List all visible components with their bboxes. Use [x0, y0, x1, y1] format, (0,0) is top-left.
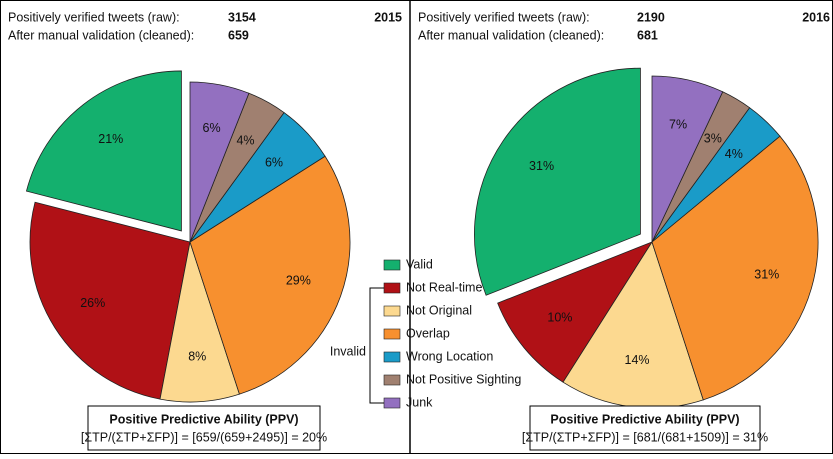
pie-slice — [25, 70, 182, 232]
legend-label: Not Real-time — [406, 280, 482, 294]
legend-label: Overlap — [406, 326, 450, 340]
legend-bracket — [369, 287, 384, 404]
legend-swatch — [383, 305, 401, 317]
ppv-box — [529, 405, 761, 451]
clean-value: 681 — [637, 28, 658, 42]
pie-slice — [497, 241, 653, 383]
value-label: 7% — [669, 118, 687, 132]
raw-label: Positively verified tweets (raw): — [8, 10, 180, 24]
raw-label: Positively verified tweets (raw): — [418, 10, 590, 24]
legend-label: Not Original — [406, 303, 472, 317]
raw-value: 2190 — [637, 10, 665, 24]
value-label: 10% — [547, 310, 572, 324]
legend-swatch — [383, 397, 401, 409]
legend-label: Not Positive Sighting — [406, 372, 521, 386]
legend-swatch — [383, 259, 401, 271]
pie-slice — [474, 67, 641, 296]
clean-label: After manual validation (cleaned): — [418, 28, 604, 42]
legend-swatch — [383, 328, 401, 340]
clean-label: After manual validation (cleaned): — [8, 28, 194, 42]
value-label: 31% — [529, 159, 554, 173]
legend-label: Valid — [406, 257, 433, 271]
value-label: 4% — [236, 133, 254, 147]
ppv-formula: [ΣTP/(ΣTP+ΣFP)] = [659/(659+2495)] = 20% — [81, 430, 327, 444]
value-label: 29% — [286, 273, 311, 287]
value-label: 31% — [754, 268, 779, 282]
value-label: 14% — [625, 353, 650, 367]
value-label: 4% — [725, 147, 743, 161]
value-label: 6% — [203, 121, 221, 135]
legend-swatch — [383, 374, 401, 386]
legend-swatch — [383, 351, 401, 363]
pie-slice — [189, 155, 351, 395]
value-label: 21% — [98, 132, 123, 146]
raw-value: 3154 — [228, 10, 256, 24]
year: 2015 — [374, 10, 402, 24]
legend-label: Junk — [406, 395, 433, 409]
pie-slice — [189, 81, 250, 243]
value-label: 3% — [704, 131, 722, 145]
ppv-title: Positive Predictive Ability (PPV) — [550, 412, 739, 426]
ppv-title: Positive Predictive Ability (PPV) — [109, 412, 298, 426]
legend-group-label: Invalid — [330, 344, 366, 358]
value-label: 6% — [265, 155, 283, 169]
year: 2016 — [802, 10, 830, 24]
clean-value: 659 — [228, 28, 249, 42]
ppv-formula: [ΣTP/(ΣTP+ΣFP)] = [681/(681+1509)] = 31% — [522, 430, 768, 444]
legend-label: Wrong Location — [406, 349, 493, 363]
legend-swatch — [383, 282, 401, 294]
ppv-box — [87, 405, 321, 451]
value-label: 26% — [80, 296, 105, 310]
pie-slice — [651, 135, 819, 401]
value-label: 8% — [188, 349, 206, 363]
pie-slice — [651, 75, 724, 243]
pie-slice — [29, 201, 191, 400]
